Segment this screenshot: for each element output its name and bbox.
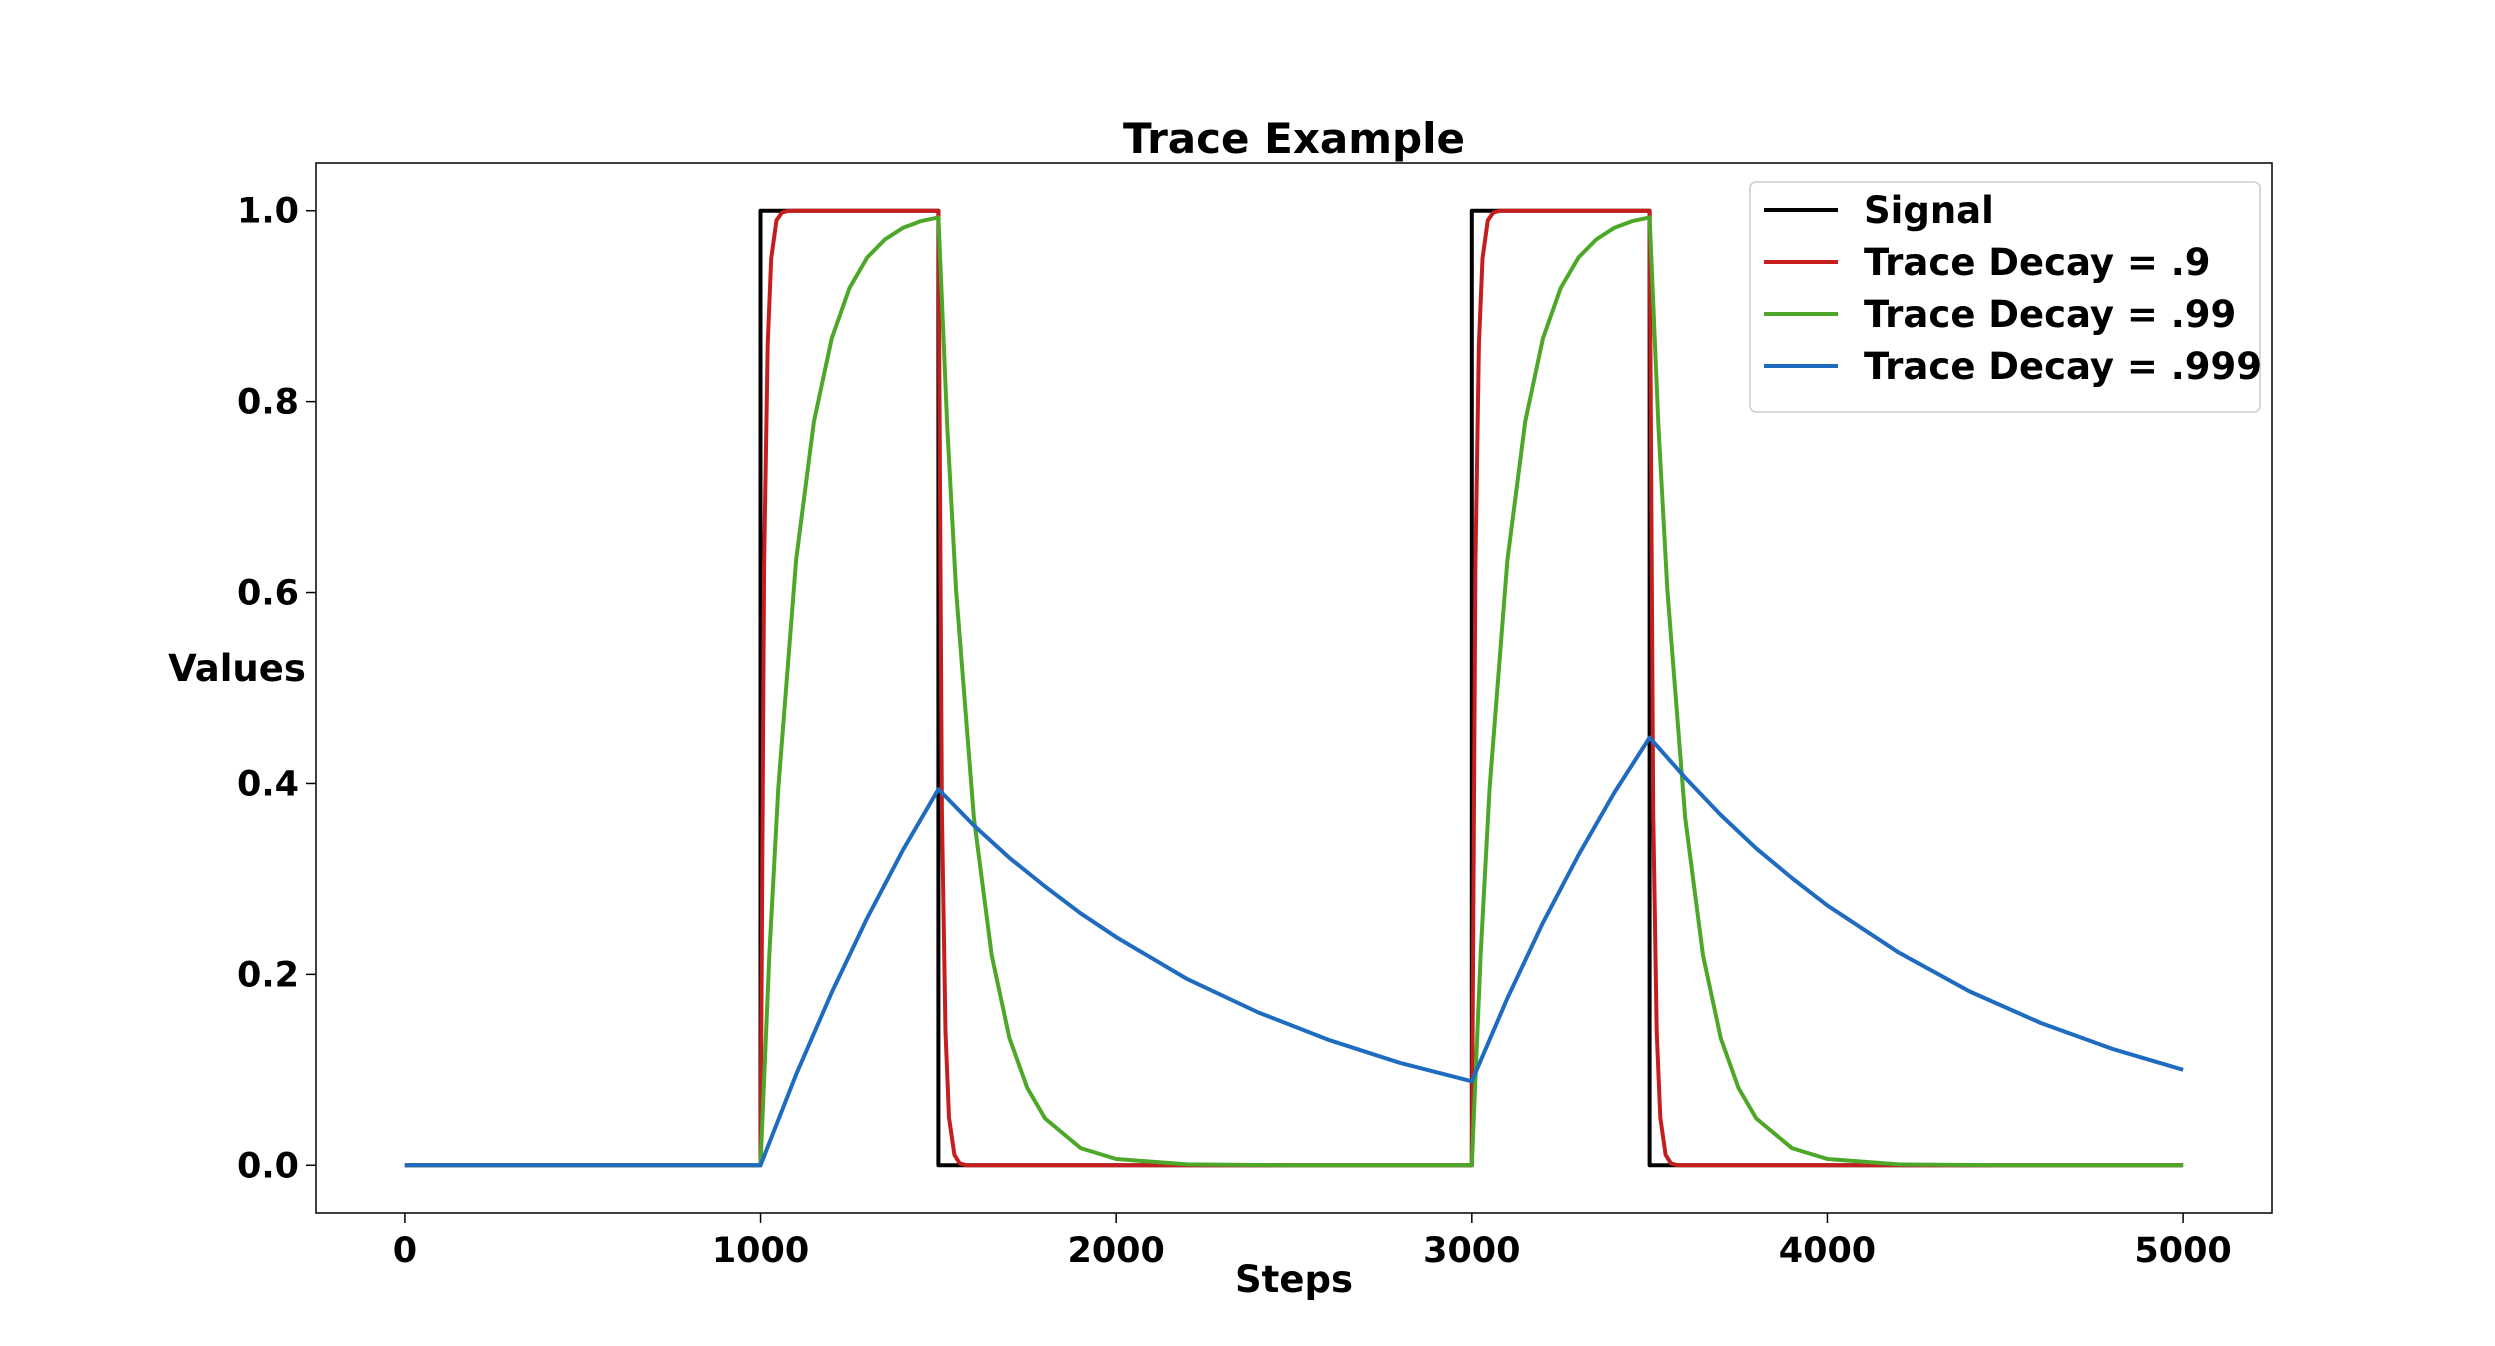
y-tick-label: 1.0 xyxy=(237,192,299,232)
x-axis: 0 1000 2000 3000 4000 5000 xyxy=(393,1213,2232,1271)
legend-label-1: Trace Decay = .9 xyxy=(1864,241,2211,284)
y-tick-label: 0.6 xyxy=(237,574,299,614)
x-axis-label: Steps xyxy=(1235,1258,1353,1301)
y-tick-label: 0.0 xyxy=(237,1146,299,1186)
x-tick-label: 1000 xyxy=(712,1231,809,1271)
plot-frame xyxy=(315,162,2273,1214)
y-tick-label: 0.4 xyxy=(237,764,299,804)
x-tick-label: 2000 xyxy=(1067,1231,1164,1271)
y-axis: 0.0 0.2 0.4 0.6 0.8 1.0 xyxy=(237,192,316,1186)
legend-box xyxy=(1749,181,2261,413)
series-line-3 xyxy=(404,735,2184,1168)
y-tick-label: 0.8 xyxy=(237,383,299,423)
x-tick-label: 4000 xyxy=(1779,1231,1876,1271)
y-tick-label: 0.2 xyxy=(237,955,299,995)
x-tick-label: 5000 xyxy=(2134,1231,2231,1271)
chart-title: Trace Example xyxy=(1123,114,1465,163)
y-axis-label: Values xyxy=(168,647,306,690)
x-tick-label: 3000 xyxy=(1423,1231,1520,1271)
x-tick-label: 0 xyxy=(393,1231,417,1271)
series-line-2 xyxy=(404,215,2184,1168)
legend-label-0: Signal xyxy=(1864,189,1994,232)
legend-label-3: Trace Decay = .999 xyxy=(1864,345,2262,388)
legend: Signal Trace Decay = .9 Trace Decay = .99 T… xyxy=(1749,181,2262,413)
legend-label-2: Trace Decay = .99 xyxy=(1864,293,2236,336)
series-layer xyxy=(404,208,2184,1168)
